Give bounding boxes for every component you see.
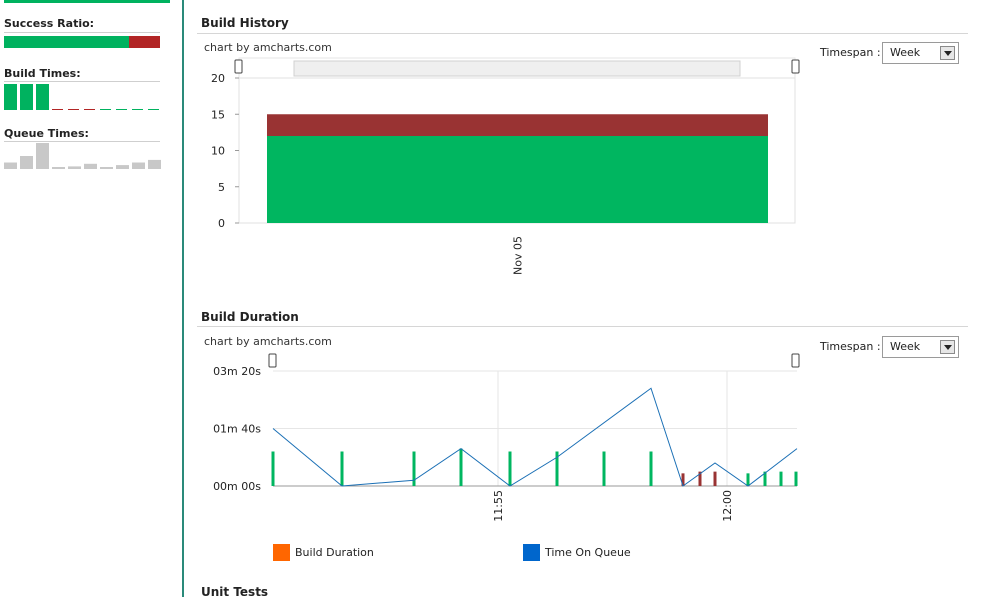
divider [197,33,968,34]
spark-bar [4,162,17,169]
sidebar: Success Ratio: Build Times: Queue Times: [0,0,184,597]
failure-segment [128,36,160,48]
success-ratio-bar [4,36,160,48]
build-duration-chart: 00m 00s 01m 40s 03m 20s 11:55 12:00 [213,353,800,522]
y-tick-label: 01m 40s [213,423,261,436]
y-tick-label: 5 [218,181,225,194]
spark-bar [100,109,111,110]
build-history-title: Build History [201,16,289,30]
x-tick-label: Nov 05 [512,236,525,275]
spark-bar [52,109,63,110]
chevron-down-icon[interactable] [940,340,955,354]
timespan-label: Timespan : [820,340,881,353]
legend-item-time-on-queue[interactable]: Time On Queue [523,544,631,561]
y-tick-label: 03m 20s [213,365,261,378]
spark-bar [148,159,161,169]
spark-bar [100,167,113,169]
y-tick-label: 15 [211,108,225,121]
bar-segment [267,136,768,223]
legend-item-build-duration[interactable]: Build Duration [273,544,374,561]
queue-times-sparkline [4,143,161,169]
spark-bar [20,156,33,169]
spark-bar [84,109,95,110]
spark-bar [132,109,143,110]
spark-bar [84,163,97,169]
legend-swatch [273,544,290,561]
scrollbar-handle [268,353,277,368]
y-tick-label: 00m 00s [213,480,261,493]
spark-bar [20,84,33,110]
spark-bar [4,84,17,110]
bar-segment [267,114,768,136]
legend-label: Build Duration [295,546,374,559]
queue-time-line [272,387,798,487]
divider [4,32,160,33]
divider [4,81,160,82]
divider [197,326,968,327]
spark-bar [36,143,49,169]
timespan-value: Week [890,46,921,59]
status-bar [4,0,170,3]
scrollbar-handle [791,59,800,74]
spark-bar [116,165,129,169]
amcharts-credit-link[interactable]: chart by amcharts.com [204,335,332,348]
legend-label: Time On Queue [545,546,631,559]
build-history-timespan-select[interactable]: Week [882,42,959,64]
queue-times-label: Queue Times: [4,127,89,140]
amcharts-credit-link[interactable]: chart by amcharts.com [204,41,332,54]
spark-bar [148,109,159,110]
legend-swatch [523,544,540,561]
build-duration-title: Build Duration [201,310,299,324]
build-history-chart: 0 5 10 15 20 Nov 05 [211,57,800,275]
timespan-value: Week [890,340,921,353]
scrollbar-handle [791,353,800,368]
build-times-sparkline [4,84,159,110]
spark-bar [52,167,65,169]
success-segment [4,36,129,48]
spark-bar [36,84,49,110]
success-ratio-label: Success Ratio: [4,17,95,30]
y-tick-label: 10 [211,145,225,158]
x-tick-label: 11:55 [492,490,505,522]
spark-bar [132,162,145,169]
build-duration-timespan-select[interactable]: Week [882,336,959,358]
build-times-label: Build Times: [4,67,81,80]
spark-bar [68,109,79,110]
chevron-down-icon[interactable] [940,46,955,60]
y-tick-label: 20 [211,72,225,85]
scrollbar-handle [234,59,243,74]
y-tick-label: 0 [218,217,225,230]
timespan-label: Timespan : [820,46,881,59]
x-tick-label: 12:00 [721,490,734,522]
spark-bar [68,166,81,169]
divider [4,141,160,142]
spark-bar [116,109,127,110]
unit-tests-title: Unit Tests [201,585,269,597]
chart-scrollbar-thumb [293,60,741,77]
